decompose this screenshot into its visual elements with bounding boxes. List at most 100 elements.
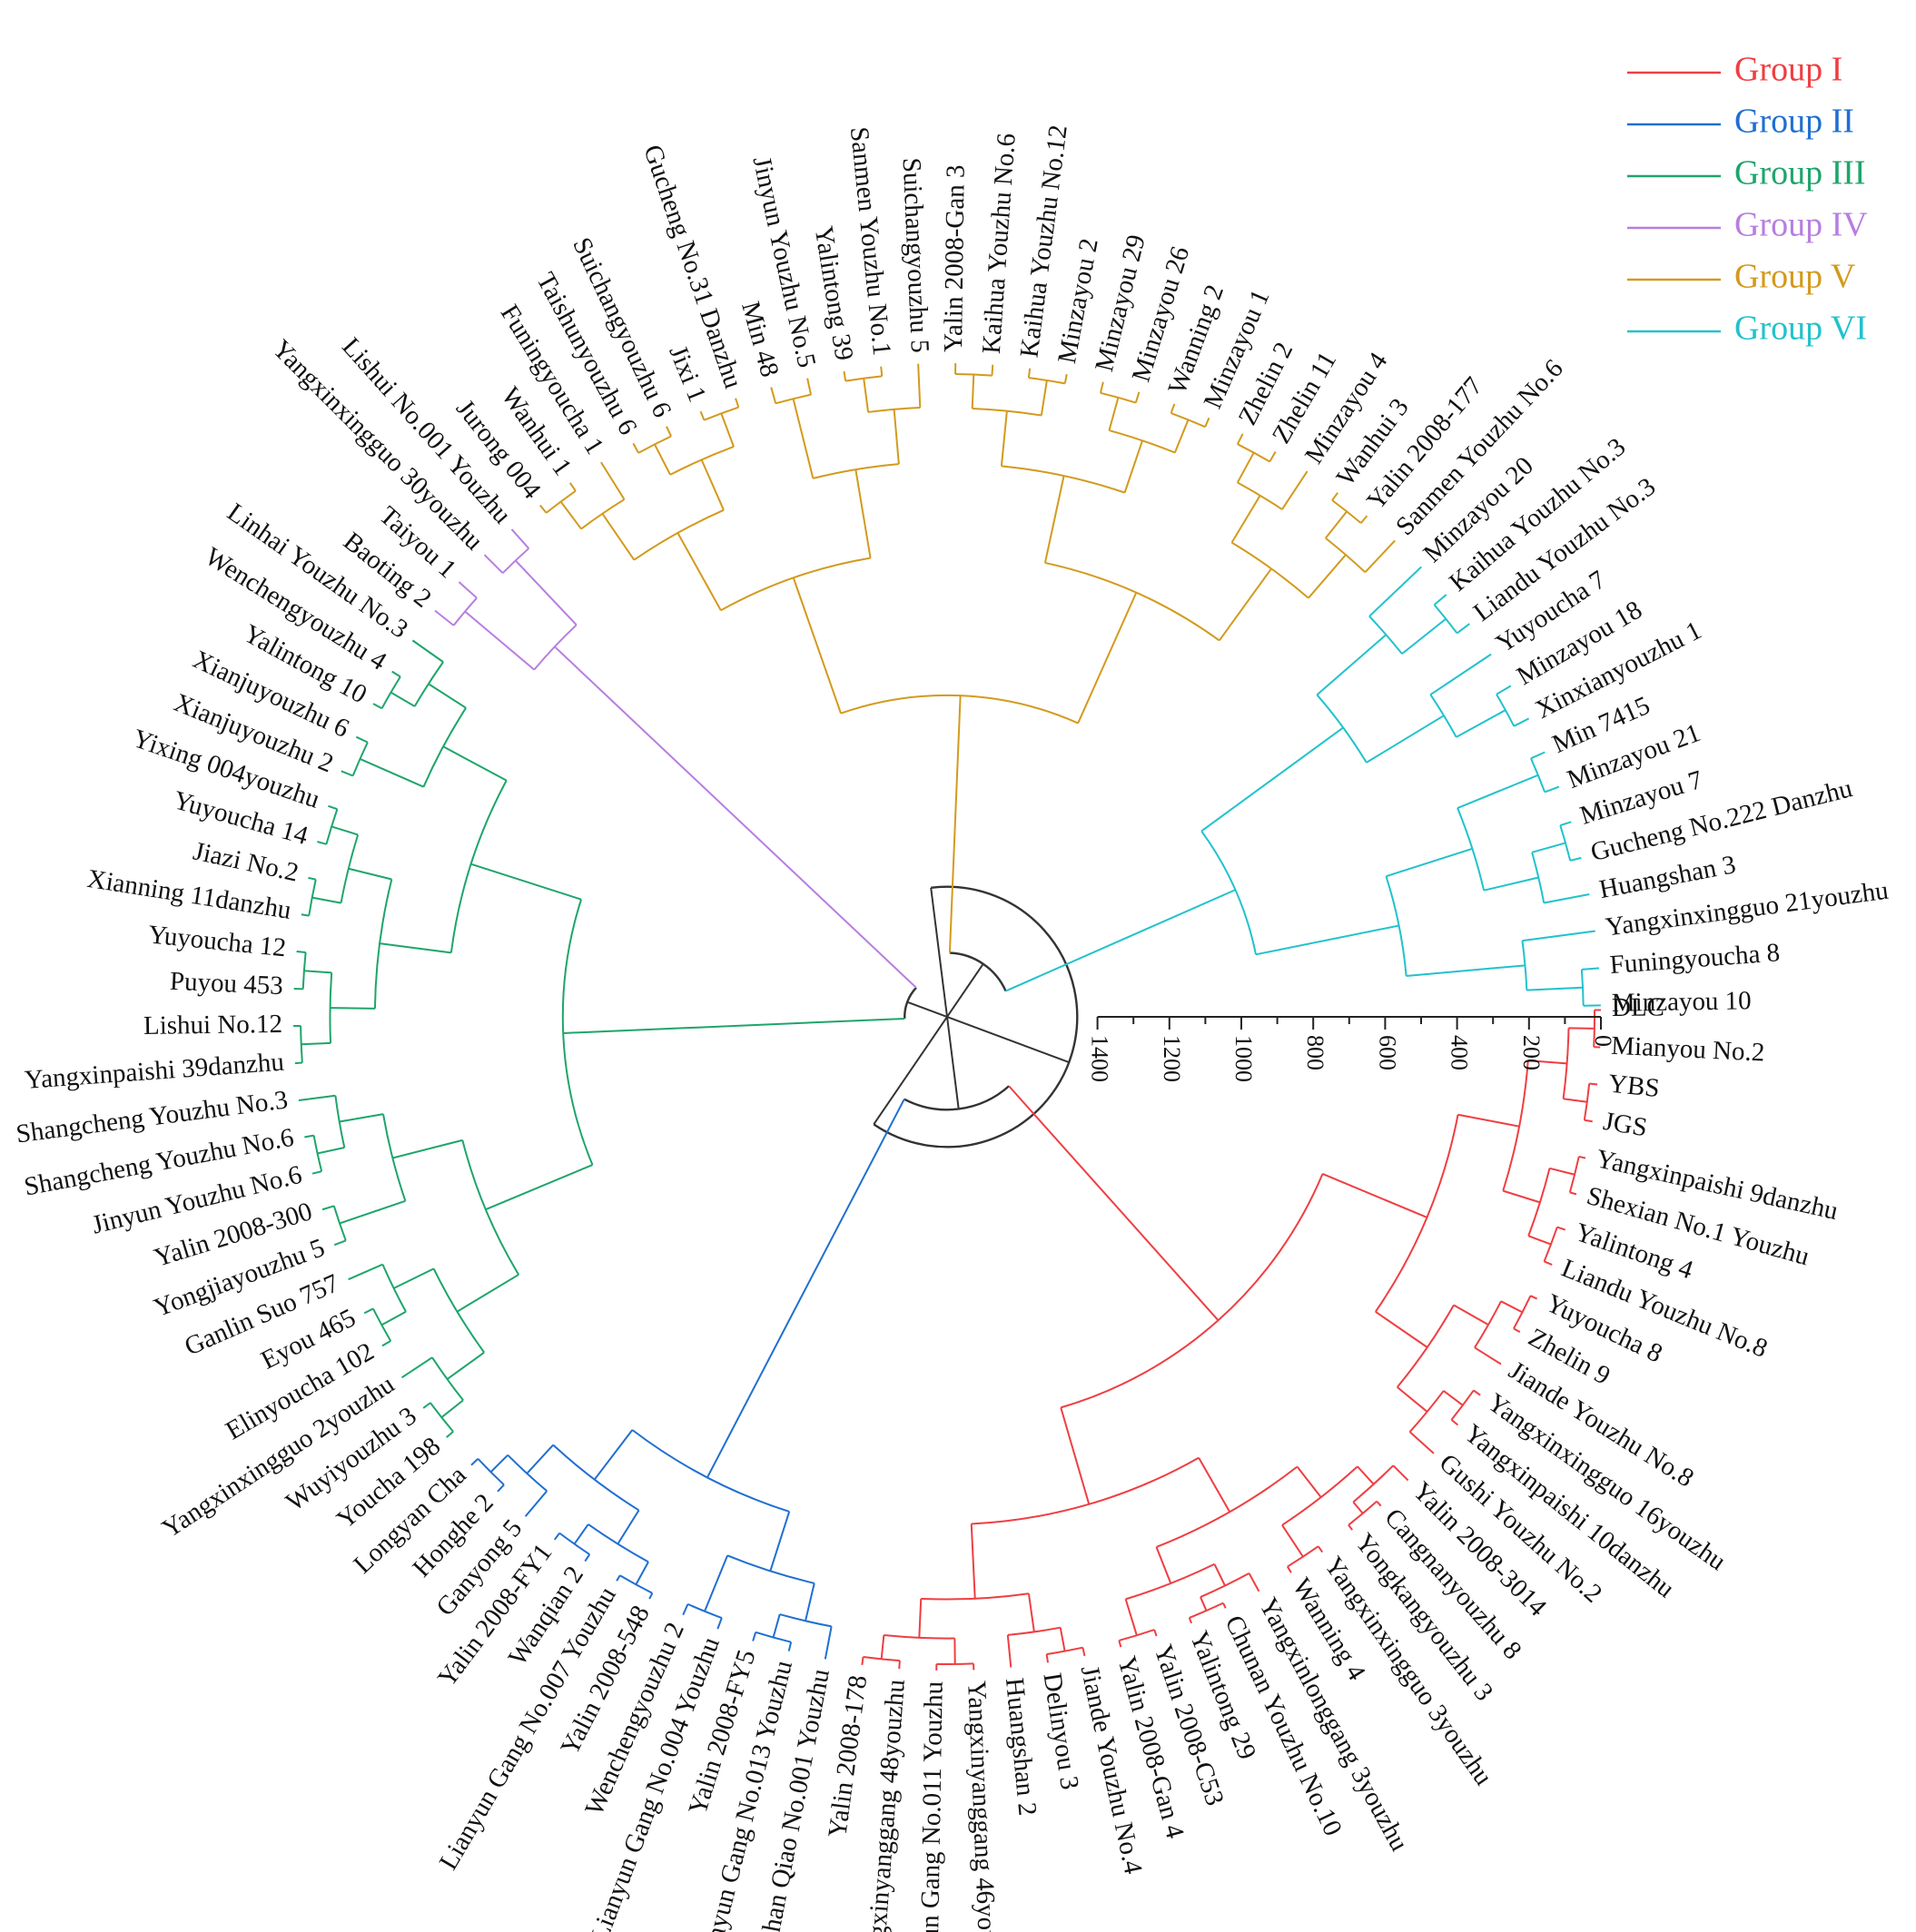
branch-spoke	[1568, 1027, 1595, 1030]
leaf-branch	[752, 1631, 757, 1641]
leaf-branch	[1569, 1191, 1577, 1196]
branch-arc-12	[1474, 1300, 1502, 1348]
leaf-label: Yangxinpaishi 39danzhu	[24, 1048, 285, 1095]
leaf-branch	[632, 442, 639, 454]
leaf-branch	[861, 1656, 864, 1666]
legend-label: Group III	[1734, 154, 1866, 192]
leaf-branch	[321, 1205, 335, 1211]
branch-spoke	[301, 1041, 331, 1046]
branch-arc-86	[955, 373, 993, 377]
branch-spoke	[1397, 1386, 1428, 1413]
branch-arc-75	[545, 489, 577, 514]
branch-arc-52	[332, 1206, 347, 1241]
branch-spoke	[339, 1199, 406, 1225]
branch-spoke	[1483, 876, 1539, 892]
branch-arc-94	[1325, 537, 1367, 574]
branch-spoke	[893, 409, 900, 465]
leaf-branch	[539, 504, 548, 514]
branch-arc-46	[432, 1267, 485, 1354]
axis-tick-label: 600	[1374, 1035, 1400, 1070]
branch-spoke	[470, 862, 582, 901]
branch-spoke	[1219, 567, 1272, 642]
branch-arc-20	[1348, 1500, 1378, 1526]
branch-spoke	[379, 942, 451, 954]
leaf-branch	[1006, 1634, 1012, 1668]
leaf-branch	[1027, 368, 1032, 379]
branch-arc-60	[340, 834, 360, 903]
leaf-branch	[446, 1431, 454, 1438]
leaf-branch	[1433, 594, 1447, 606]
branch-spoke	[970, 1523, 976, 1599]
branch-arc-3	[1374, 1114, 1459, 1313]
branch-spoke	[635, 1561, 649, 1585]
leaf-branch	[1473, 1389, 1481, 1396]
branch-arc-21	[1287, 1545, 1319, 1568]
branch-spoke	[854, 468, 872, 558]
branch-arc-91	[1231, 541, 1309, 599]
axis-tick-label: 1000	[1230, 1035, 1257, 1082]
branch-spoke	[1108, 397, 1120, 431]
leaf-branch	[317, 841, 327, 845]
branch-spoke	[1322, 1172, 1427, 1218]
branch-spoke	[805, 1582, 815, 1622]
branch-spoke	[1386, 847, 1473, 878]
branch-arc-26	[921, 1592, 1030, 1601]
branch-arc-92	[1237, 481, 1283, 510]
branch-spoke	[526, 1444, 554, 1474]
leaf-branch	[787, 1641, 793, 1651]
leaf-branch	[666, 426, 672, 437]
branch-spoke	[1123, 439, 1143, 493]
branch-spoke	[1366, 715, 1445, 764]
branch-spoke	[1255, 924, 1399, 956]
branch-spoke	[1059, 1627, 1066, 1651]
branch-spoke	[593, 1429, 634, 1481]
leaf-branch	[391, 670, 401, 678]
branch-spoke	[446, 1351, 485, 1380]
distance-scale-axis: 0 200 400 600 800 1000 1200 1400	[1087, 1016, 1616, 1082]
leaf-branch	[735, 398, 740, 408]
branch-arc-14	[1408, 1390, 1445, 1433]
branch-arc-55	[449, 780, 508, 953]
branch-spoke	[442, 745, 508, 782]
branch-spoke	[1005, 889, 1236, 992]
leaf-branch	[510, 528, 530, 549]
leaf-branch	[348, 1263, 383, 1281]
branch-arc-49	[381, 1264, 407, 1313]
leaf-label: Funingyoucha 8	[1609, 938, 1782, 980]
branch-spoke	[1502, 1189, 1541, 1204]
branch-arc-22	[1125, 1562, 1215, 1601]
leaf-branch	[553, 1533, 560, 1541]
branch-arc-106	[1559, 824, 1572, 862]
leaf-branch	[699, 410, 706, 421]
branch-spoke	[573, 1523, 589, 1545]
leaf-branch	[1456, 623, 1470, 635]
leaf-label: JGS	[1601, 1107, 1649, 1142]
branch-spoke	[1200, 726, 1344, 833]
leaf-branch	[372, 703, 382, 710]
branch-arc-54	[312, 1135, 323, 1172]
legend-label: Group IV	[1734, 206, 1868, 244]
leaf-branch	[806, 378, 813, 395]
leaf-branch	[1556, 1226, 1566, 1231]
branch-arc-66	[380, 675, 401, 709]
branch-arc-33	[726, 1554, 815, 1584]
branch-spoke	[303, 970, 332, 974]
branch-spoke	[1213, 1563, 1226, 1586]
branch-arc-70	[949, 951, 1007, 992]
branch-arc-103	[1457, 807, 1486, 891]
leaf-label: Puyou 453	[169, 967, 283, 1000]
leaf-branch	[1584, 1119, 1593, 1123]
branch-spoke	[863, 378, 870, 413]
leaf-branch	[1063, 373, 1068, 384]
branch-spoke	[1200, 1596, 1208, 1612]
leaf-branch	[1360, 515, 1368, 524]
leaf-branch	[400, 1356, 433, 1379]
legend-label: Group VI	[1734, 310, 1867, 348]
leaf-branch	[296, 951, 306, 954]
branch-arc-25	[1119, 1629, 1155, 1641]
branch-arc-71	[840, 694, 1079, 724]
branch-arc-69	[501, 547, 529, 574]
branch-spoke	[1406, 964, 1526, 977]
branch-spoke	[1308, 554, 1347, 599]
